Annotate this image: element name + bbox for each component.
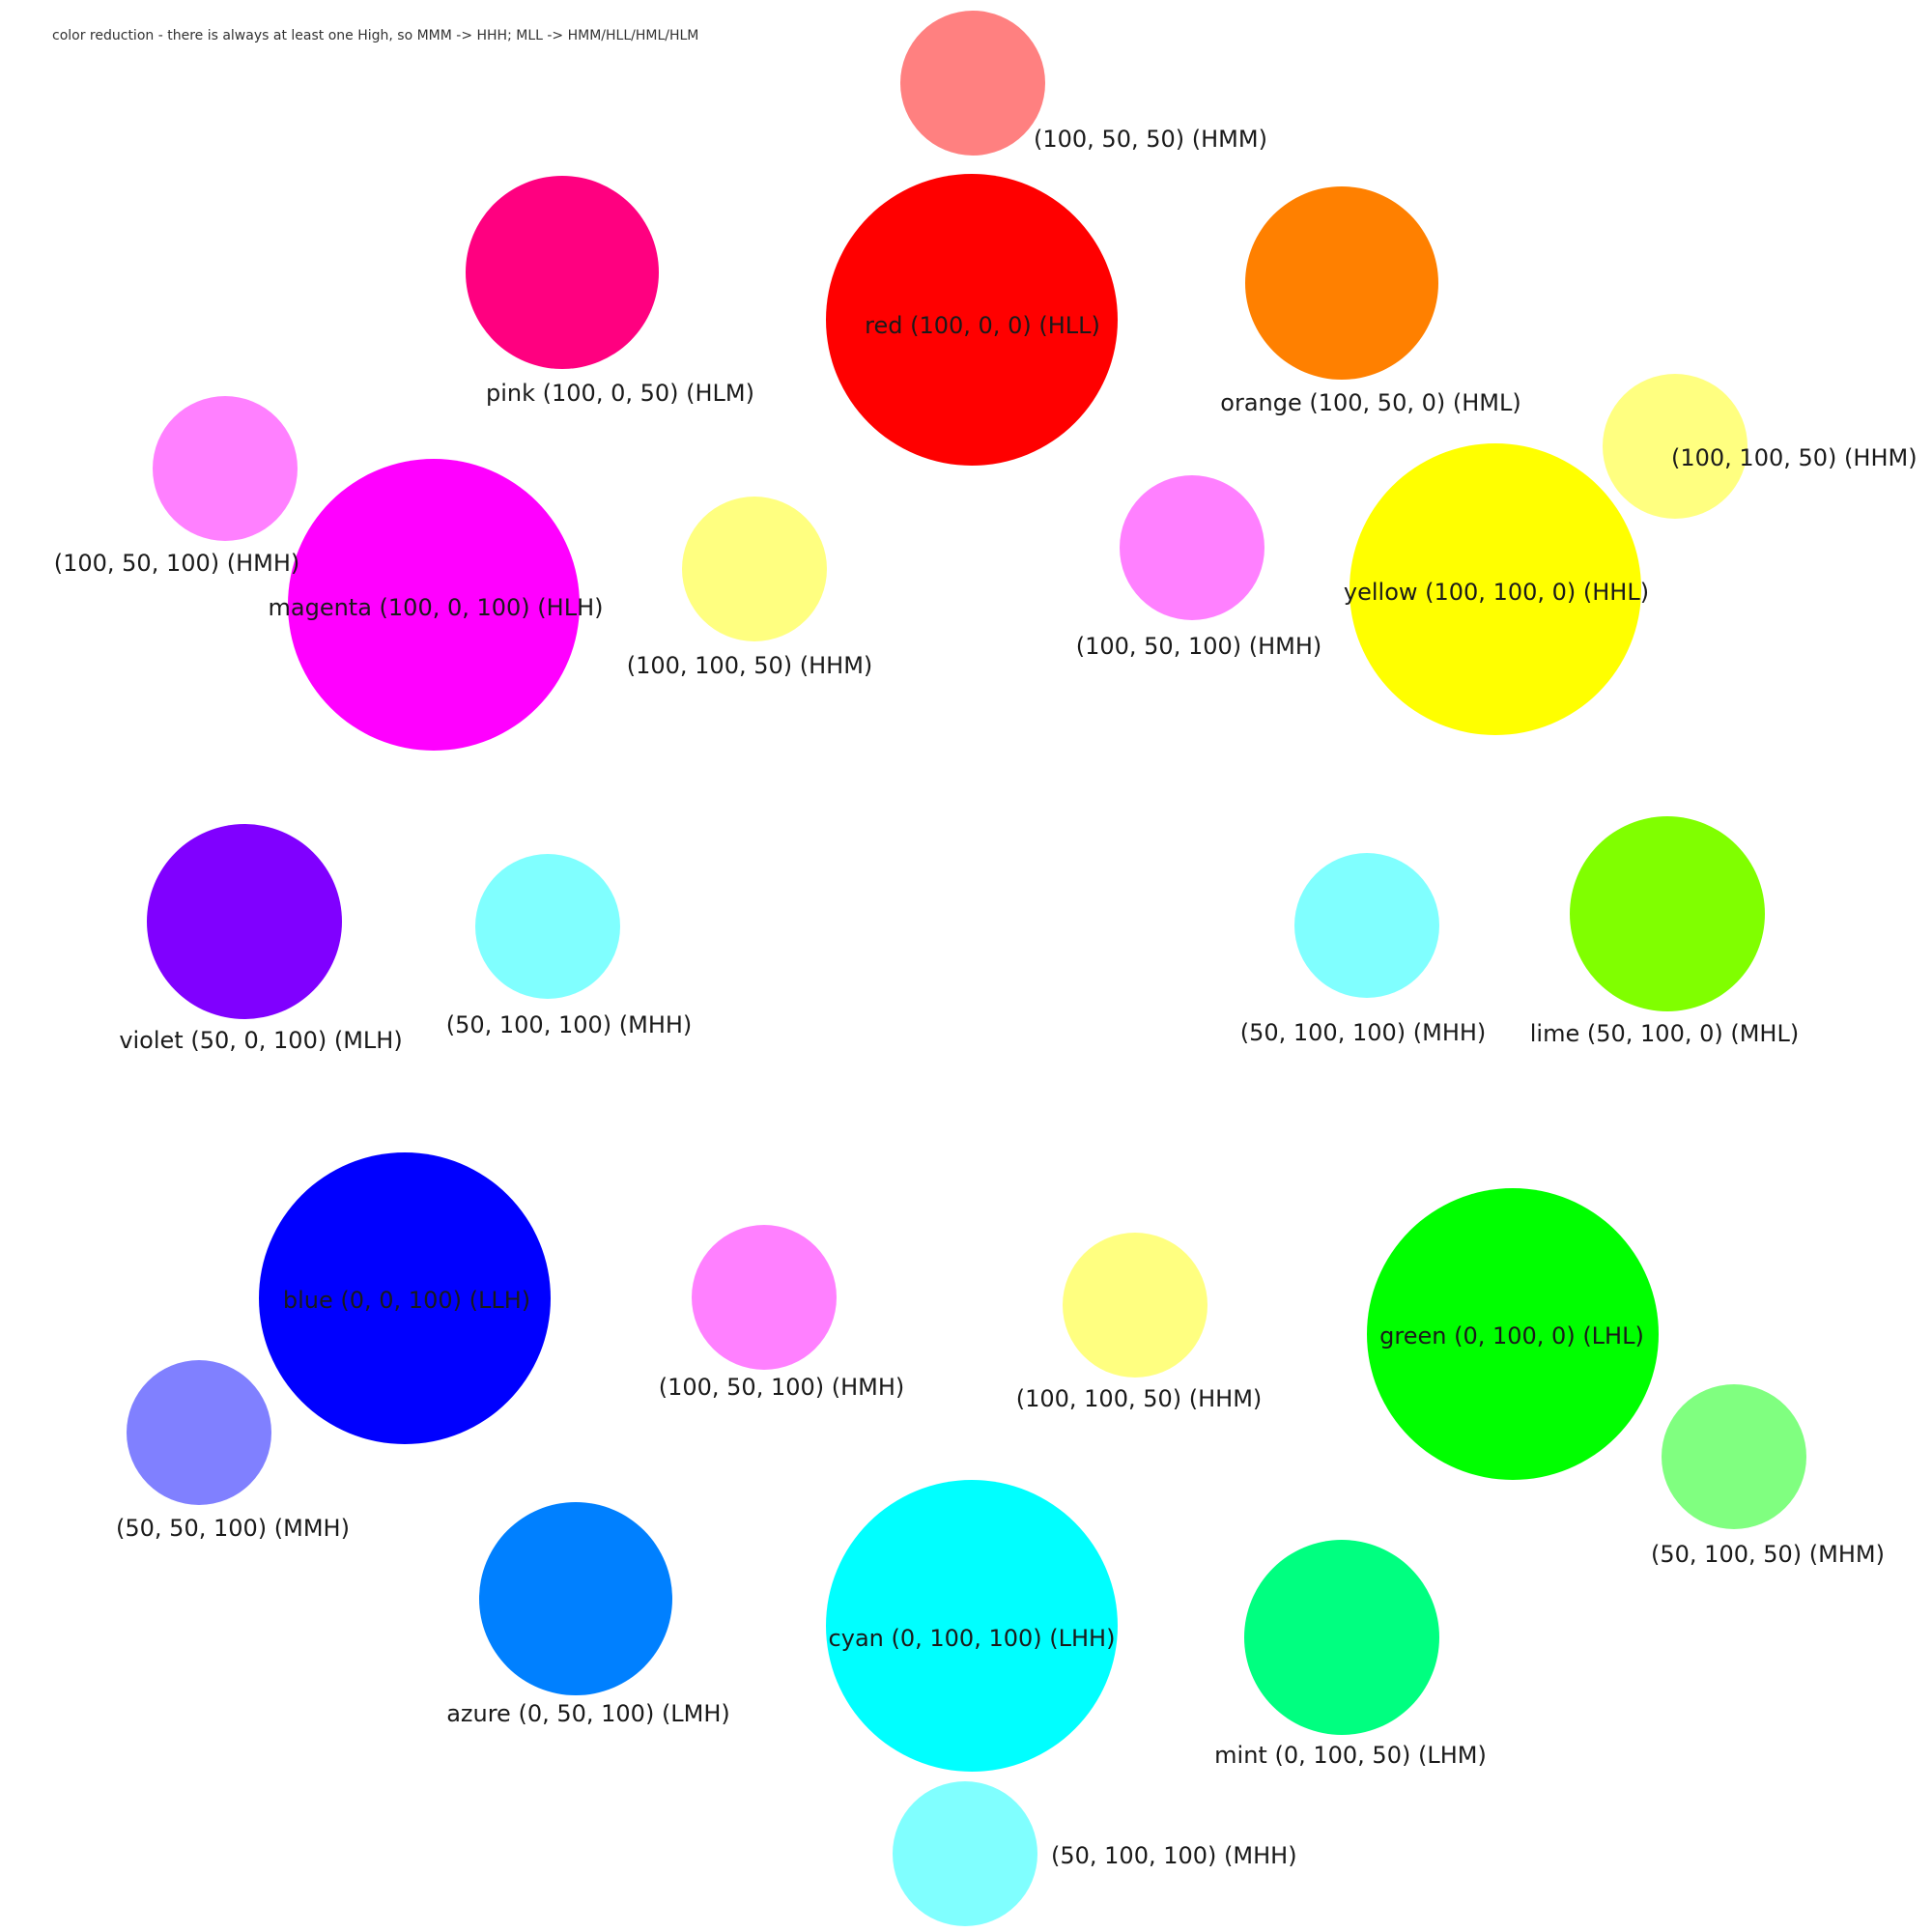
color-node-50-100-100-mhh-23: [893, 1781, 1037, 1926]
node-label-50-100-100-mhh-12: (50, 100, 100) (MHH): [1240, 1019, 1487, 1046]
color-node-100-50-100-hmh-8: [1120, 475, 1264, 620]
node-label-yellow-100-100-0-hhl-9: yellow (100, 100, 0) (HHL): [1344, 579, 1649, 606]
node-label-red-100-0-0-hll-1: red (100, 0, 0) (HLL): [865, 312, 1100, 339]
color-node-100-50-100-hmh-15: [692, 1225, 837, 1370]
node-label-blue-0-0-100-llh-14: blue (0, 0, 100) (LLH): [283, 1287, 530, 1314]
color-node-mint-0-100-50-lhm-22: [1244, 1540, 1439, 1735]
diagram-caption: color reduction - there is always at lea…: [52, 28, 698, 43]
node-label-cyan-0-100-100-lhh-21: cyan (0, 100, 100) (LHH): [829, 1625, 1116, 1652]
color-node-50-100-100-mhh-12: [1294, 853, 1439, 998]
node-label-100-100-50-hhm-16: (100, 100, 50) (HHM): [1016, 1385, 1263, 1412]
color-node-100-100-50-hhm-7: [682, 497, 827, 641]
color-node-lime-50-100-0-mhl-13: [1570, 816, 1765, 1011]
node-label-50-100-50-mhm-19: (50, 100, 50) (MHM): [1651, 1541, 1885, 1568]
color-node-violet-50-0-100-mlh-10: [147, 824, 342, 1019]
node-label-violet-50-0-100-mlh-10: violet (50, 0, 100) (MLH): [119, 1027, 402, 1054]
node-label-green-0-100-0-lhl-17: green (0, 100, 0) (LHL): [1379, 1322, 1644, 1350]
color-node-cyan-0-100-100-lhh-21: [826, 1480, 1118, 1772]
color-node-50-50-100-mmh-18: [127, 1360, 271, 1505]
color-node-100-100-50-hhm-4: [1603, 374, 1747, 519]
color-node-yellow-100-100-0-hhl-9: [1350, 443, 1641, 735]
node-label-100-50-50-hmm-0: (100, 50, 50) (HMM): [1034, 126, 1267, 153]
node-label-magenta-100-0-100-hlh-6: magenta (100, 0, 100) (HLH): [269, 594, 604, 621]
color-node-50-100-100-mhh-11: [475, 854, 620, 999]
node-label-100-100-50-hhm-7: (100, 100, 50) (HHM): [627, 652, 873, 679]
color-node-green-0-100-0-lhl-17: [1367, 1188, 1659, 1480]
node-label-50-50-100-mmh-18: (50, 50, 100) (MMH): [116, 1515, 350, 1542]
color-node-orange-100-50-0-hml-3: [1245, 186, 1438, 380]
color-node-blue-0-0-100-llh-14: [259, 1152, 551, 1444]
color-node-50-100-50-mhm-19: [1662, 1384, 1806, 1529]
node-label-100-50-100-hmh-8: (100, 50, 100) (HMH): [1076, 633, 1322, 660]
node-label-50-100-100-mhh-23: (50, 100, 100) (MHH): [1051, 1842, 1297, 1869]
nodes-layer: (100, 50, 50) (HMM) red (100, 0, 0) (HLL)…: [54, 11, 1918, 1926]
color-node-magenta-100-0-100-hlh-6: [288, 459, 580, 751]
node-label-pink-100-0-50-hlm-2: pink (100, 0, 50) (HLM): [486, 380, 754, 407]
node-label-lime-50-100-0-mhl-13: lime (50, 100, 0) (MHL): [1530, 1020, 1799, 1047]
color-node-pink-100-0-50-hlm-2: [466, 176, 659, 369]
color-node-100-50-100-hmh-5: [153, 396, 298, 541]
color-node-100-100-50-hhm-16: [1063, 1233, 1208, 1378]
node-label-100-50-100-hmh-15: (100, 50, 100) (HMH): [659, 1374, 905, 1401]
node-label-mint-0-100-50-lhm-22: mint (0, 100, 50) (LHM): [1214, 1742, 1487, 1769]
color-node-100-50-50-hmm-0: [900, 11, 1045, 156]
node-label-100-100-50-hhm-4: (100, 100, 50) (HHM): [1671, 444, 1918, 471]
color-node-red-100-0-0-hll-1: [826, 174, 1118, 466]
node-label-azure-0-50-100-lmh-20: azure (0, 50, 100) (LMH): [446, 1700, 730, 1727]
node-label-50-100-100-mhh-11: (50, 100, 100) (MHH): [446, 1011, 693, 1038]
node-label-100-50-100-hmh-5: (100, 50, 100) (HMH): [54, 550, 300, 577]
color-node-azure-0-50-100-lmh-20: [479, 1502, 672, 1695]
node-label-orange-100-50-0-hml-3: orange (100, 50, 0) (HML): [1220, 389, 1520, 416]
